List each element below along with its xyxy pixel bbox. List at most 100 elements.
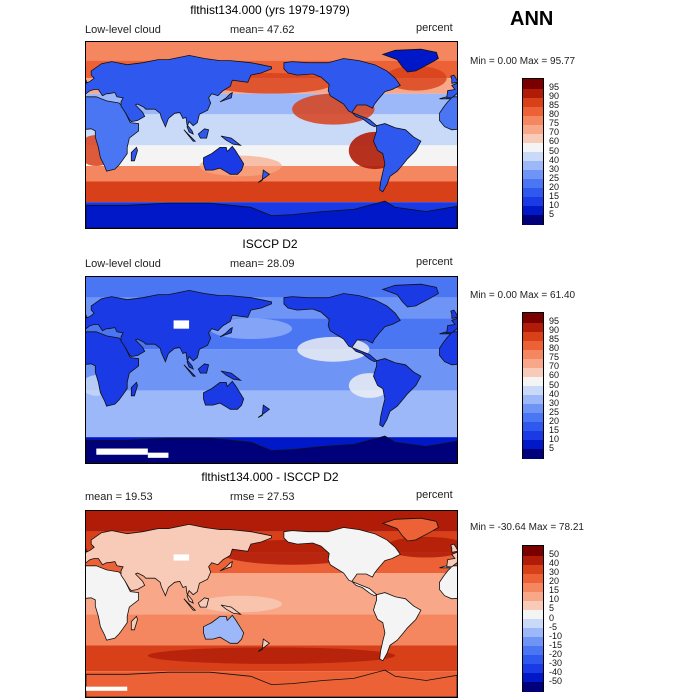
coastline-eurasia (446, 82, 457, 99)
field-band (86, 181, 457, 203)
colorbar-tick-label: 95 (549, 82, 560, 93)
missing-data-region (96, 448, 148, 455)
coastline-greenland (381, 48, 439, 73)
coastline-madagascar (130, 381, 138, 397)
panel-3-rmse-label: rmse = 27.53 (230, 491, 295, 503)
colorbar-segment (523, 160, 543, 171)
colorbar-tick-label: -40 (549, 666, 563, 677)
colorbar-segment (523, 196, 543, 207)
field-blob (297, 336, 370, 362)
colorbar-segment (523, 564, 543, 574)
colorbar-segment (523, 169, 543, 180)
colorbar-segment (523, 627, 543, 638)
coastline-africa (439, 96, 457, 131)
colorbar-tick-label: 10 (549, 199, 560, 210)
colorbar-tick-label: 85 (549, 100, 560, 111)
colorbar-tick-label: 60 (549, 136, 560, 147)
colorbar-segment (523, 205, 543, 216)
coastline-uk (450, 309, 457, 319)
colorbar-segment (523, 582, 543, 592)
coastline-australia (203, 145, 245, 175)
panel-2-map (85, 276, 458, 464)
coastline-africa (439, 331, 457, 366)
panel-2-variable-label: Low-level cloud (85, 258, 161, 270)
panel-2-units-label: percent (416, 256, 453, 268)
panel-3-min-max: Min = -30.64 Max = 78.21 (470, 522, 584, 533)
map-field (86, 511, 457, 697)
coastline-madagascar (130, 615, 138, 631)
colorbar-segment (523, 133, 543, 143)
colorbar-tick-label: 10 (549, 433, 560, 444)
colorbar-segment (523, 681, 543, 692)
colorbar-tick-label: 70 (549, 127, 560, 138)
colorbar-tick-label: -5 (549, 621, 558, 632)
colorbar-tick-label: 90 (549, 325, 560, 336)
colorbar-tick-label: 70 (549, 361, 560, 372)
coastline-borneo (197, 597, 210, 608)
panel-3-colorbar: -50 -40 -30 -20 -15 -10 -5 0 5 10 15 20 30 40 50 (522, 545, 562, 692)
colorbar-segment (523, 331, 543, 341)
colorbar-tick-label: 30 (549, 397, 560, 408)
coastline-indonesia (183, 364, 197, 377)
colorbar-tick-label: 25 (549, 406, 560, 417)
coastline-antarctica (86, 435, 457, 463)
coastline-africa (86, 331, 139, 407)
coastline-madagascar (130, 146, 138, 162)
panel-1-min-max: Min = 0.00 Max = 95.77 (470, 56, 576, 67)
coastline-australia (203, 614, 245, 644)
coastline-samerica (373, 358, 422, 428)
colorbar-segment (523, 313, 543, 323)
colorbar-segment (523, 97, 543, 107)
missing-data-region (86, 686, 128, 691)
colorbar-segment (523, 448, 543, 459)
coastline-nz (257, 404, 271, 418)
coastline-eurasia (446, 317, 457, 334)
colorbar-tick-label: 30 (549, 163, 560, 174)
panel-3-map (85, 510, 458, 698)
colorbar-segment (523, 412, 543, 423)
colorbar-tick-label: 30 (549, 567, 560, 578)
coastline-antarctica (86, 200, 457, 228)
colorbar-segment (523, 573, 543, 583)
colorbar-segment (523, 358, 543, 368)
colorbar-tick-label: 80 (549, 109, 560, 120)
colorbar-segment (523, 367, 543, 377)
coastline-africa (439, 565, 457, 600)
coastline-uk (86, 314, 88, 318)
map-field (86, 42, 457, 228)
field-blob (384, 65, 447, 91)
field-blob (147, 647, 396, 664)
colorbar-tick-label: 50 (549, 145, 560, 156)
colorbar-segment (523, 654, 543, 665)
season-label: ANN (510, 8, 554, 30)
colorbar-segment (523, 79, 543, 89)
colorbar-segment (523, 394, 543, 405)
colorbar-tick-label: 95 (549, 316, 560, 327)
colorbar-tick-label: -10 (549, 630, 563, 641)
coastline-namerica (283, 58, 401, 128)
panel-3-mean-label: mean = 19.53 (85, 491, 153, 503)
colorbar-tick-label: 50 (549, 549, 560, 560)
colorbar-tick-label: 15 (549, 190, 560, 201)
coastline-japan (219, 326, 233, 338)
coastline-africa (86, 565, 139, 641)
colorbar-segment (523, 124, 543, 134)
field-band (86, 416, 457, 438)
colorbar-tick-label: 20 (549, 181, 560, 192)
colorbar-segment (523, 142, 543, 152)
colorbar-tick-label: -15 (549, 639, 563, 650)
colorbar-segment (523, 600, 543, 610)
colorbar-segment (523, 178, 543, 189)
panel-2-mean-label: mean= 28.09 (230, 258, 295, 270)
colorbar-tick-label: 15 (549, 424, 560, 435)
colorbar-tick-label: 50 (549, 379, 560, 390)
colorbar-segment (523, 672, 543, 683)
colorbar-tick-label: 15 (549, 585, 560, 596)
coastline-namerica (283, 527, 401, 597)
colorbar-tick-label: 80 (549, 343, 560, 354)
coastline-japan (219, 91, 233, 103)
panel-2-title: ISCCP D2 (242, 237, 298, 251)
coastline-eurasia (86, 523, 272, 604)
field-blob (199, 595, 282, 613)
colorbar-segment (523, 187, 543, 198)
